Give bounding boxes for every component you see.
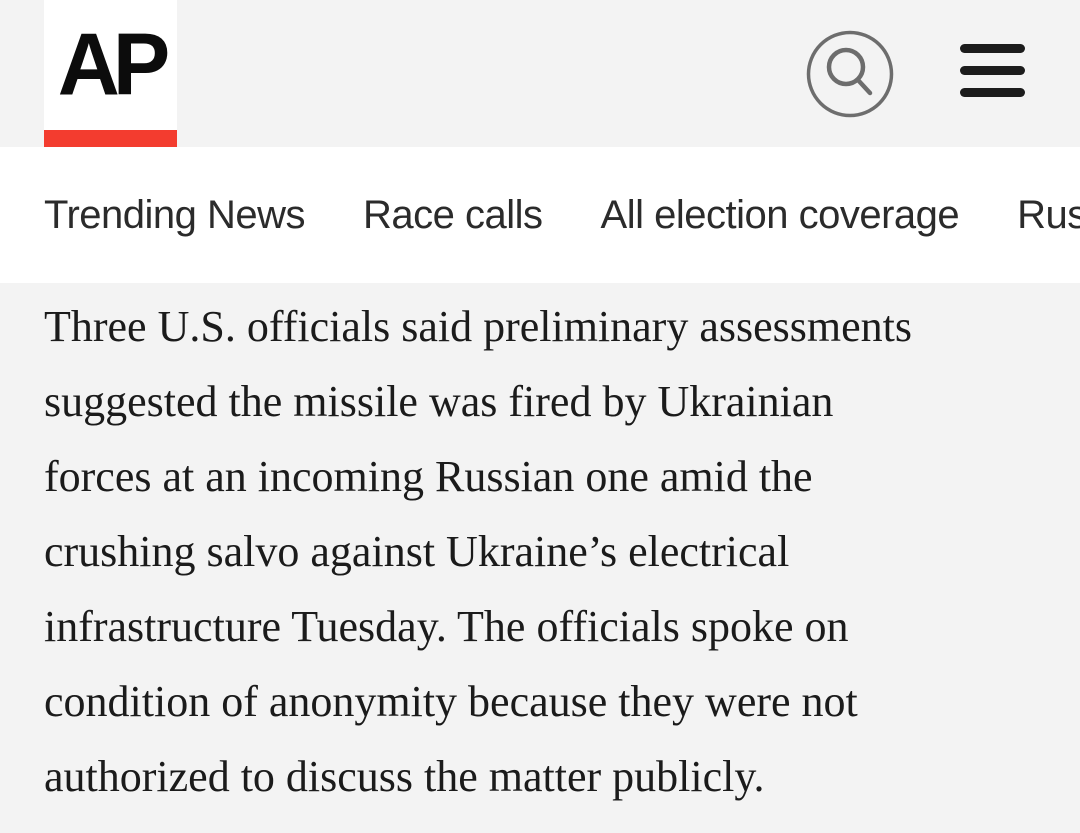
search-button[interactable] [806, 30, 894, 118]
article-line: authorized to discuss the matter publicl… [44, 752, 765, 801]
site-header: AP [0, 0, 1080, 147]
ap-logo-letters: AP [57, 16, 171, 114]
nav-item-race-calls[interactable]: Race calls [363, 192, 543, 237]
article-line: forces at an incoming Russian one amid t… [44, 452, 813, 501]
menu-button[interactable] [960, 44, 1025, 97]
trending-nav: Trending News Race calls All election co… [0, 147, 1080, 283]
article-line: Three U.S. officials said preliminary as… [44, 302, 912, 351]
ap-logo-red-bar [44, 130, 177, 147]
hamburger-icon [960, 88, 1025, 97]
hamburger-icon [960, 44, 1025, 53]
article-line: condition of anonymity because they were… [44, 677, 858, 726]
nav-item-russia[interactable]: Russ [1017, 192, 1080, 237]
nav-item-trending-news[interactable]: Trending News [44, 192, 306, 237]
article-line: suggested the missile was fired by Ukrai… [44, 377, 834, 426]
article-body: Three U.S. officials said preliminary as… [0, 283, 1080, 833]
article-line: infrastructure Tuesday. The officials sp… [44, 602, 849, 651]
ap-logo[interactable]: AP [44, 0, 177, 147]
hamburger-icon [960, 66, 1025, 75]
header-actions [806, 0, 1025, 147]
nav-item-all-election-coverage[interactable]: All election coverage [600, 192, 960, 237]
article-line: crushing salvo against Ukraine’s electri… [44, 527, 790, 576]
search-icon [806, 30, 894, 117]
